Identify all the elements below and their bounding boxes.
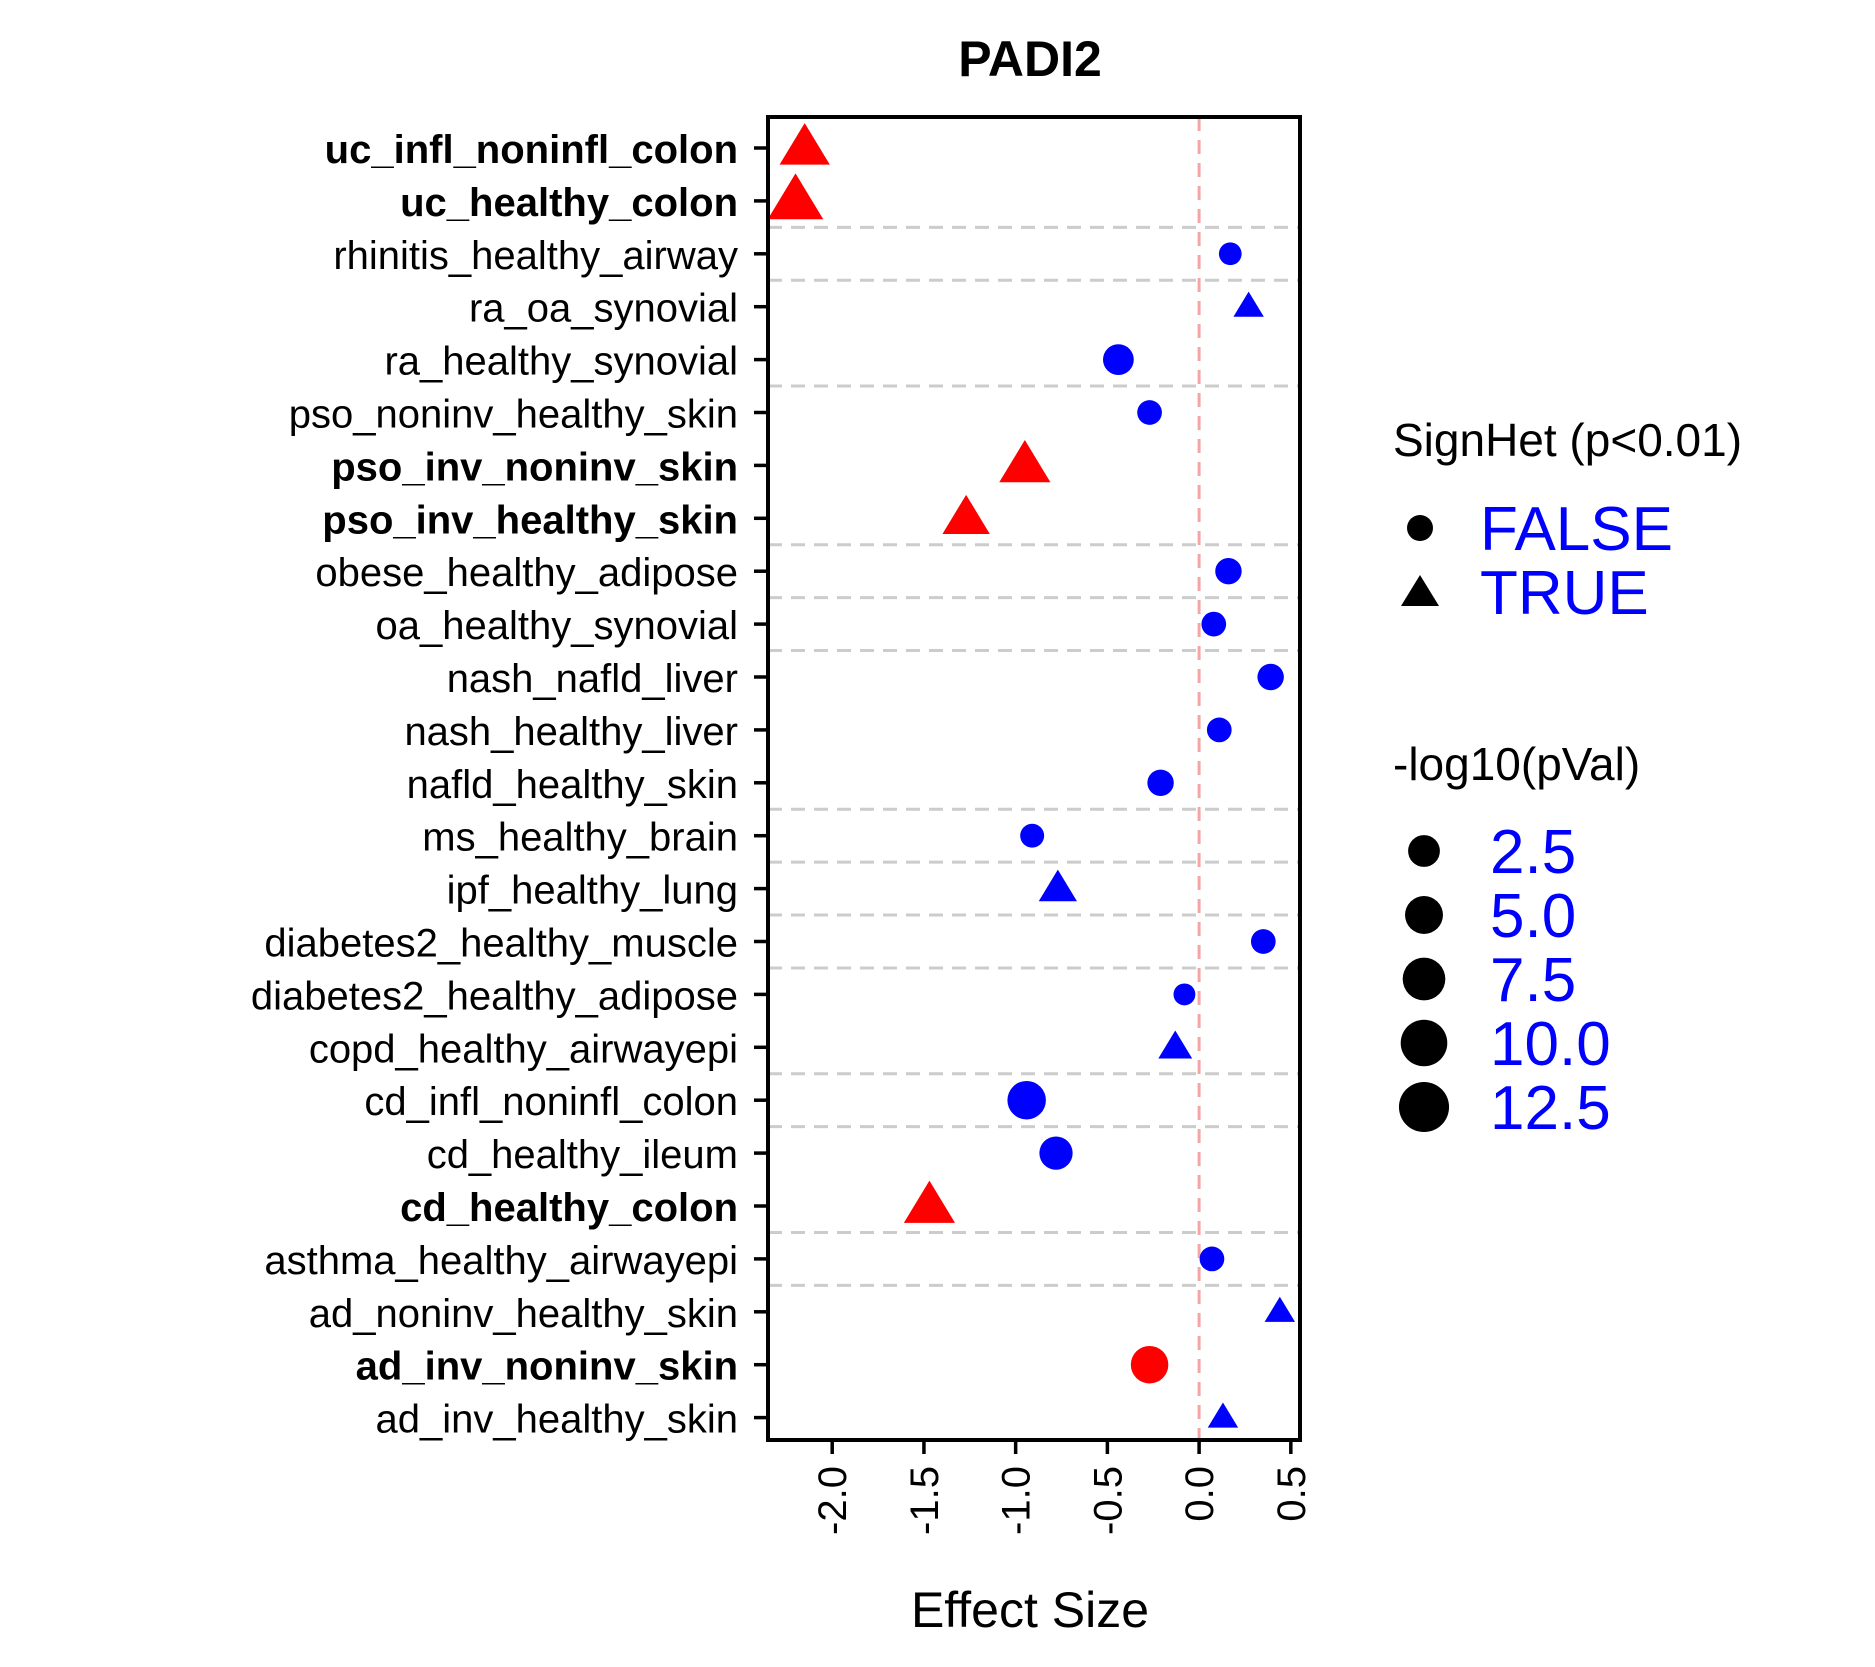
chart-title: PADI2 (958, 31, 1102, 87)
y-tick-label-obese_healthy_adipose: obese_healthy_adipose (315, 551, 738, 595)
y-tick-label-ad_noninv_healthy_skin: ad_noninv_healthy_skin (309, 1292, 738, 1336)
point-nash_healthy_liver (1206, 717, 1232, 743)
point-pso_noninv_healthy_skin (1137, 400, 1162, 425)
y-tick-label-rhinitis_healthy_airway: rhinitis_healthy_airway (333, 234, 738, 278)
data-points (767, 123, 1296, 1428)
y-tick-label-nafld_healthy_skin: nafld_healthy_skin (407, 763, 738, 807)
point-oa_healthy_synovial (1201, 611, 1227, 637)
point-uc_healthy_colon (767, 173, 824, 220)
point-cd_infl_noninfl_colon (1007, 1080, 1046, 1120)
point-ad_noninv_healthy_skin (1264, 1296, 1296, 1322)
point-obese_healthy_adipose (1215, 557, 1242, 585)
x-tick-label-5: 0.5 (1270, 1466, 1314, 1522)
point-ra_oa_synovial (1233, 291, 1264, 317)
point-nash_nafld_liver (1257, 663, 1284, 691)
x-tick-label-2: -1.0 (995, 1466, 1039, 1535)
y-tick-label-diabetes2_healthy_muscle: diabetes2_healthy_muscle (264, 922, 738, 966)
legend-size-label-4: 12.5 (1490, 1074, 1611, 1143)
y-tick-label-diabetes2_healthy_adipose: diabetes2_healthy_adipose (251, 974, 738, 1018)
point-diabetes2_healthy_muscle (1250, 929, 1276, 954)
legend-size-key-0 (1408, 835, 1440, 867)
y-tick-label-ad_inv_healthy_skin: ad_inv_healthy_skin (376, 1398, 738, 1442)
y-tick-label-nash_healthy_liver: nash_healthy_liver (404, 710, 738, 754)
legend-size-label-2: 7.5 (1490, 946, 1576, 1015)
plot-frame (766, 115, 1302, 1442)
x-tick-label-1: -1.5 (903, 1466, 947, 1535)
y-axis: uc_infl_noninfl_colon uc_healthy_colonrhi… (251, 128, 768, 1442)
legend-pval-size: -log10(pVal) 2.55.07.510.012.5 (1393, 738, 1640, 1143)
y-tick-label-cd_healthy_colon: cd_healthy_colon (400, 1186, 738, 1230)
point-ad_inv_healthy_skin (1207, 1402, 1239, 1428)
point-pso_inv_noninv_skin (999, 440, 1051, 483)
legend-signhet-label-TRUE: TRUE (1480, 559, 1649, 628)
legend-size-key-2 (1402, 957, 1446, 1001)
legend-size-key-4 (1398, 1081, 1450, 1133)
y-tick-label-oa_healthy_synovial: oa_healthy_synovial (376, 604, 738, 648)
x-tick-label-0: -2.0 (811, 1466, 855, 1535)
y-tick-label-ipf_healthy_lung: ipf_healthy_lung (447, 869, 738, 913)
y-tick-label-uc_healthy_colon: uc_healthy_colon (400, 181, 738, 225)
y-tick-label-ra_oa_synovial: ra_oa_synovial (469, 287, 738, 331)
y-tick-label-pso_noninv_healthy_skin: pso_noninv_healthy_skin (289, 393, 738, 437)
point-copd_healthy_airwayepi (1158, 1030, 1193, 1059)
y-tick-label-cd_infl_noninfl_colon: cd_infl_noninfl_colon (364, 1080, 738, 1124)
point-cd_healthy_ileum (1039, 1136, 1073, 1170)
point-ra_healthy_synovial (1102, 344, 1134, 375)
legend-signhet-title: SignHet (p<0.01) (1393, 414, 1742, 466)
x-axis: -2.0 -1.5 -1.0 -0.5 0.0 0.5 (811, 1440, 1314, 1535)
y-tick-label-ra_healthy_synovial: ra_healthy_synovial (384, 340, 738, 384)
x-axis-label: Effect Size (911, 1582, 1149, 1638)
point-uc_infl_noninfl_colon (779, 123, 830, 165)
x-tick-label-3: -0.5 (1086, 1466, 1130, 1535)
gridlines (768, 225, 1300, 1287)
legend-size-key-3 (1400, 1019, 1448, 1067)
legend-signhet-key-TRUE (1401, 575, 1439, 606)
legend-signhet-key-FALSE (1407, 515, 1433, 541)
legend-size-label-0: 2.5 (1490, 818, 1576, 887)
point-cd_healthy_colon (903, 1180, 956, 1223)
x-tick-label-4: 0.0 (1178, 1466, 1222, 1522)
y-tick-label-pso_inv_healthy_skin: pso_inv_healthy_skin (322, 498, 738, 542)
legend-size-key-1 (1405, 896, 1443, 934)
point-rhinitis_healthy_airway (1218, 242, 1242, 266)
y-tick-label-ad_inv_noninv_skin: ad_inv_noninv_skin (356, 1345, 738, 1389)
legend-signhet-label-FALSE: FALSE (1480, 495, 1673, 564)
legend-size-title: -log10(pVal) (1393, 738, 1640, 790)
y-tick-label-copd_healthy_airwayepi: copd_healthy_airwayepi (309, 1027, 738, 1071)
point-diabetes2_healthy_adipose (1173, 983, 1196, 1006)
y-tick-label-pso_inv_noninv_skin: pso_inv_noninv_skin (331, 445, 738, 489)
y-tick-label-asthma_healthy_airwayepi: asthma_healthy_airwayepi (264, 1239, 738, 1283)
legend-size-label-1: 5.0 (1490, 882, 1576, 951)
y-tick-label-uc_infl_noninfl_colon: uc_infl_noninfl_colon (325, 128, 738, 172)
point-ipf_healthy_lung (1038, 869, 1077, 902)
point-pso_inv_healthy_skin (942, 494, 990, 534)
point-ms_healthy_brain (1020, 823, 1045, 848)
legend-size-label-3: 10.0 (1490, 1010, 1611, 1079)
point-ad_inv_noninv_skin (1130, 1345, 1169, 1384)
y-tick-label-cd_healthy_ileum: cd_healthy_ileum (427, 1133, 738, 1177)
y-tick-label-nash_nafld_liver: nash_nafld_liver (447, 657, 738, 701)
point-asthma_healthy_airwayepi (1199, 1246, 1225, 1272)
y-tick-label-ms_healthy_brain: ms_healthy_brain (422, 816, 738, 860)
point-nafld_healthy_skin (1147, 769, 1174, 797)
